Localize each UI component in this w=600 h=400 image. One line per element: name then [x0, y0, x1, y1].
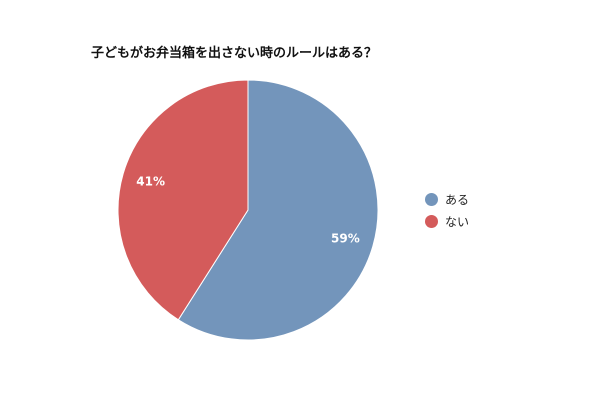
- legend-swatch-icon: [425, 215, 438, 228]
- pie-slice-1: [117, 79, 249, 321]
- data-label-0: 59%: [331, 231, 360, 245]
- legend-label: ある: [445, 193, 470, 207]
- data-label-1: 41%: [136, 175, 165, 189]
- pie-slice-0: [177, 79, 379, 341]
- legend-swatch-icon: [425, 193, 438, 206]
- legend-item-nai: ない: [425, 213, 469, 230]
- legend-item-aru: ある: [425, 191, 469, 208]
- chart-title: 子どもがお弁当箱を出さない時のルールはある？: [91, 46, 378, 61]
- legend-label: ない: [445, 215, 470, 229]
